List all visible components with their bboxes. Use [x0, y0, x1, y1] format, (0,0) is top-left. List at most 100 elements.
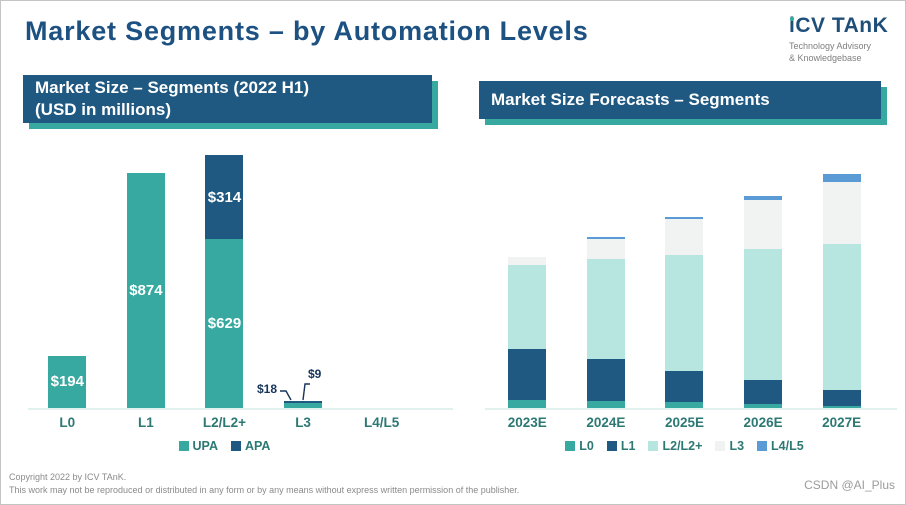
copyright-line1: Copyright 2022 by ICV TAnK.: [9, 472, 127, 482]
logo-tagline-line1: Technology Advisory: [789, 41, 872, 51]
callout-leader-lines: [280, 383, 310, 401]
legend-swatch-l1: [606, 441, 617, 451]
bar-l2-l2: $314 $629: [205, 154, 244, 408]
bar-segment-l0-2027e: [822, 406, 861, 408]
left-chart-x-axis: [28, 408, 453, 410]
bar-slot-l4-l5: [342, 153, 421, 408]
bar-slot-2024e: [567, 153, 646, 408]
x-axis-label-l4-l5: L4/L5: [364, 415, 400, 430]
legend-item-l2-l2: L2/L2+: [648, 439, 702, 453]
callout-label-apa-l3: $9: [308, 367, 322, 381]
x-axis-label-l3: L3: [295, 415, 311, 430]
bar-segment-l4-l5-2025e: [665, 216, 704, 219]
bar-slot-2023e: [488, 153, 567, 408]
bar-segment-l0-2024e: [586, 401, 625, 408]
left-chart-title-banner: Market Size – Segments (2022 H1) (USD in…: [23, 75, 432, 123]
legend-swatch-l2-l2: [648, 441, 659, 451]
x-axis-label-l1: L1: [138, 415, 154, 430]
left-chart-legend: UPA APA: [28, 439, 421, 453]
bar-segment-apa-l2-l2: $314: [205, 154, 244, 240]
icv-tank-logo: iCV TAnK Technology Advisory & Knowledge…: [789, 14, 901, 64]
legend-label-l1: L1: [620, 439, 636, 453]
legend-label-l3: L3: [729, 439, 745, 453]
right-chart-category-labels: 2023E 2024E 2025E 2026E 2027E: [488, 415, 881, 430]
logo-brand-rest: CV TAnK: [795, 14, 889, 37]
legend-label-apa: APA: [245, 439, 271, 453]
legend-swatch-l4-l5: [757, 441, 768, 451]
bar-2027e: [822, 173, 861, 408]
bar-segment-l1-2025e: [665, 370, 704, 402]
bar-segment-upa-l1: $874: [126, 173, 165, 408]
bar-slot-l2-l2: $314 $629: [185, 153, 264, 408]
left-chart-category-labels: L0 L1 L2/L2+ L3 L4/L5: [28, 415, 421, 430]
bar-2025e: [665, 216, 704, 408]
legend-swatch-apa: [231, 441, 241, 451]
right-chart-plot-area: [488, 153, 881, 408]
bar-slot-l1: $874: [107, 153, 186, 408]
bar-segment-apa-l3: [284, 400, 323, 404]
left-chart-title: Market Size – Segments (2022 H1): [35, 78, 310, 98]
bar-segment-l1-2027e: [822, 389, 861, 406]
bar-segment-l3-2024e: [586, 239, 625, 260]
legend-label-l2-l2: L2/L2+: [662, 439, 703, 453]
right-chart-legend: L0 L1 L2/L2+ L3 L4/L5: [488, 439, 881, 453]
legend-item-l3: L3: [715, 439, 744, 453]
bar-segment-l4-l5-2026e: [744, 195, 783, 200]
x-axis-label-l0: L0: [59, 415, 76, 430]
x-axis-label-2025e: 2025E: [664, 415, 704, 430]
logo-tagline-line2: & Knowledgebase: [789, 53, 862, 64]
bar-segment-l3-2025e: [665, 218, 704, 255]
bar-segment-l4-l5-2024e: [586, 237, 625, 240]
legend-label-l4-l5: L4/L5: [771, 439, 804, 453]
data-label-upa-l0: $194: [50, 373, 84, 391]
bar-segment-l2-l2-2026e: [744, 248, 783, 380]
bar-l1: $874: [126, 173, 165, 408]
right-chart-title-banner: Market Size Forecasts – Segments: [479, 81, 881, 119]
legend-item-l0: L0: [565, 439, 594, 453]
legend-item-apa: APA: [231, 439, 270, 453]
right-chart-title: Market Size Forecasts – Segments: [491, 90, 770, 109]
bar-l3: [284, 400, 323, 408]
x-axis-label-2026e: 2026E: [743, 415, 783, 430]
bar-2024e: [586, 237, 625, 408]
bar-segment-l1-2024e: [586, 359, 625, 402]
legend-swatch-l0: [565, 441, 576, 451]
bar-segment-upa-l3: [284, 403, 323, 408]
bar-slot-2027e: [802, 153, 881, 408]
bar-segment-l0-2025e: [665, 401, 704, 408]
bar-segment-l2-l2-2027e: [822, 243, 861, 390]
legend-item-upa: UPA: [178, 439, 218, 453]
data-label-upa-l1: $874: [129, 282, 163, 300]
right-chart-x-axis: [485, 408, 897, 410]
bar-segment-l0-2023e: [508, 400, 547, 408]
bar-slot-2025e: [645, 153, 724, 408]
x-axis-label-2024e: 2024E: [586, 415, 626, 430]
legend-swatch-l3: [715, 441, 726, 451]
x-axis-label-2027e: 2027E: [822, 415, 862, 430]
bar-segment-upa-l2-l2: $629: [205, 239, 244, 408]
legend-item-l4-l5: L4/L5: [757, 439, 804, 453]
bar-2026e: [744, 195, 783, 408]
bar-segment-l4-l5-2027e: [822, 173, 861, 182]
legend-label-l0: L0: [579, 439, 594, 453]
left-chart-subtitle: (USD in millions): [35, 100, 171, 119]
bar-l0: $194: [48, 355, 87, 408]
bar-segment-l3-2026e: [744, 199, 783, 249]
legend-label-upa: UPA: [192, 439, 218, 453]
bar-segment-l3-2027e: [822, 181, 861, 244]
bar-2023e: [508, 257, 547, 408]
bar-segment-l2-l2-2023e: [508, 265, 547, 350]
bar-segment-l2-l2-2025e: [665, 254, 704, 371]
logo-letter-i: i: [789, 14, 796, 37]
data-label-apa-l2-l2: $314: [207, 188, 242, 206]
logo-brand-text: iCV TAnK: [789, 14, 901, 38]
bar-segment-l1-2023e: [508, 349, 547, 401]
bar-segment-l0-2026e: [744, 403, 783, 408]
csdn-watermark: CSDN @AI_Plus: [804, 478, 895, 492]
bar-slot-l0: $194: [28, 153, 107, 408]
bar-slot-l3: [264, 153, 343, 408]
bar-segment-l3-2023e: [508, 257, 547, 266]
page-title: Market Segments – by Automation Levels: [25, 16, 589, 46]
bar-slot-2026e: [724, 153, 803, 408]
